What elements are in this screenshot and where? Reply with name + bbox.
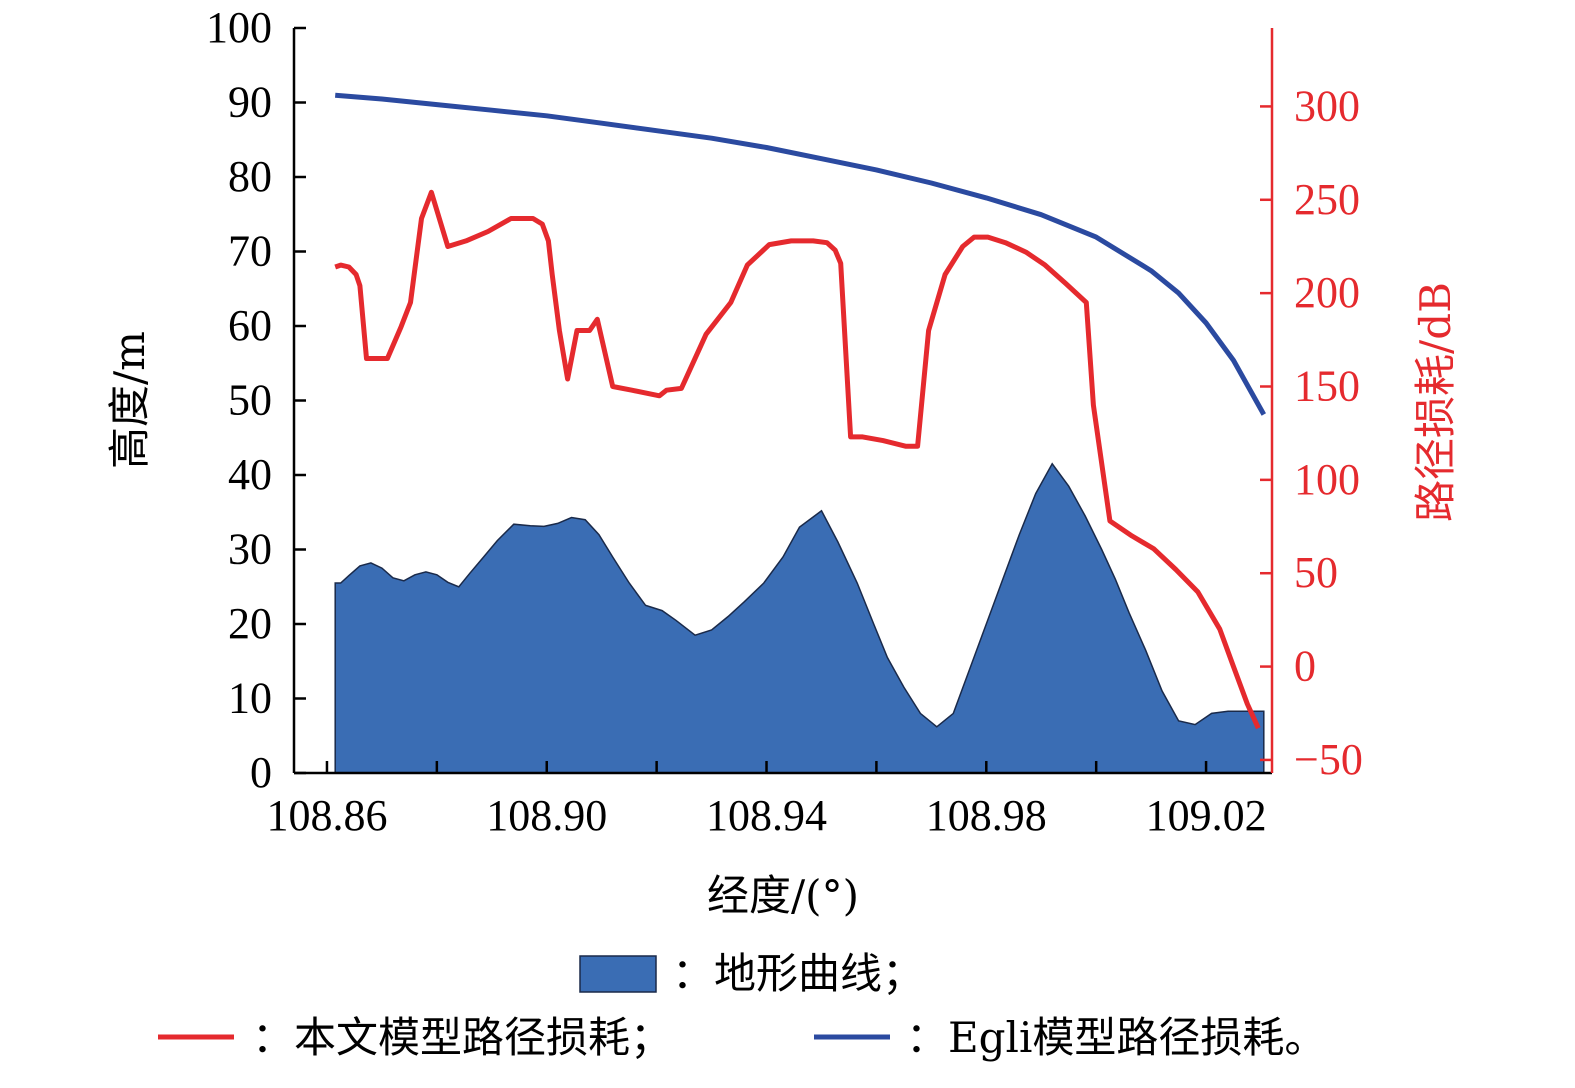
left-tick-label: 80 — [228, 152, 272, 201]
right-tick-label: 300 — [1294, 81, 1360, 130]
model-path-loss-line — [334, 189, 1261, 730]
right-axis-ticks: −50 0 50 100 150 200 250 300 — [1260, 81, 1363, 784]
left-tick-label: 90 — [228, 78, 272, 127]
bottom-tick-label: 108.94 — [706, 791, 827, 840]
left-tick-label: 0 — [250, 748, 272, 797]
legend-terrain-label: ：地形曲线； — [672, 949, 924, 998]
right-tick-label: 100 — [1294, 455, 1360, 504]
bottom-tick-label: 108.98 — [926, 791, 1047, 840]
left-tick-label: 100 — [206, 3, 272, 52]
right-tick-label: −50 — [1294, 735, 1363, 784]
bottom-tick-label: 109.02 — [1146, 791, 1267, 840]
bottom-tick-label: 108.90 — [486, 791, 607, 840]
right-tick-label: 200 — [1294, 268, 1360, 317]
terrain-area — [334, 462, 1265, 774]
bottom-tick-label: 108.86 — [266, 791, 387, 840]
legend-terrain-swatch — [579, 955, 657, 993]
left-tick-label: 50 — [228, 376, 272, 425]
left-tick-label: 30 — [228, 525, 272, 574]
left-tick-label: 20 — [228, 599, 272, 648]
left-axis-ticks: 0 10 20 30 40 50 60 70 80 90 100 — [206, 3, 306, 797]
legend: ：地形曲线； ：本文模型路径损耗； ：Egli模型路径损耗。 — [158, 949, 1326, 1062]
left-tick-label: 60 — [228, 301, 272, 350]
y-right-axis-label: 路径损耗/dB — [1411, 282, 1460, 522]
y-left-axis-label: 高度/m — [105, 331, 154, 469]
legend-model-label: ：本文模型路径损耗； — [252, 1013, 672, 1062]
legend-egli-label: ：Egli模型路径损耗。 — [906, 1013, 1326, 1062]
x-axis-label: 经度/(°) — [707, 871, 859, 920]
left-tick-label: 10 — [228, 674, 272, 723]
left-tick-label: 70 — [228, 227, 272, 276]
right-tick-label: 150 — [1294, 361, 1360, 410]
right-tick-label: 0 — [1294, 642, 1316, 691]
bottom-axis-ticks: 108.86 108.90 108.94 108.98 109.02 — [266, 761, 1267, 840]
right-tick-label: 250 — [1294, 175, 1360, 224]
left-tick-label: 40 — [228, 450, 272, 499]
egli-path-loss-line — [334, 92, 1266, 416]
right-tick-label: 50 — [1294, 548, 1338, 597]
